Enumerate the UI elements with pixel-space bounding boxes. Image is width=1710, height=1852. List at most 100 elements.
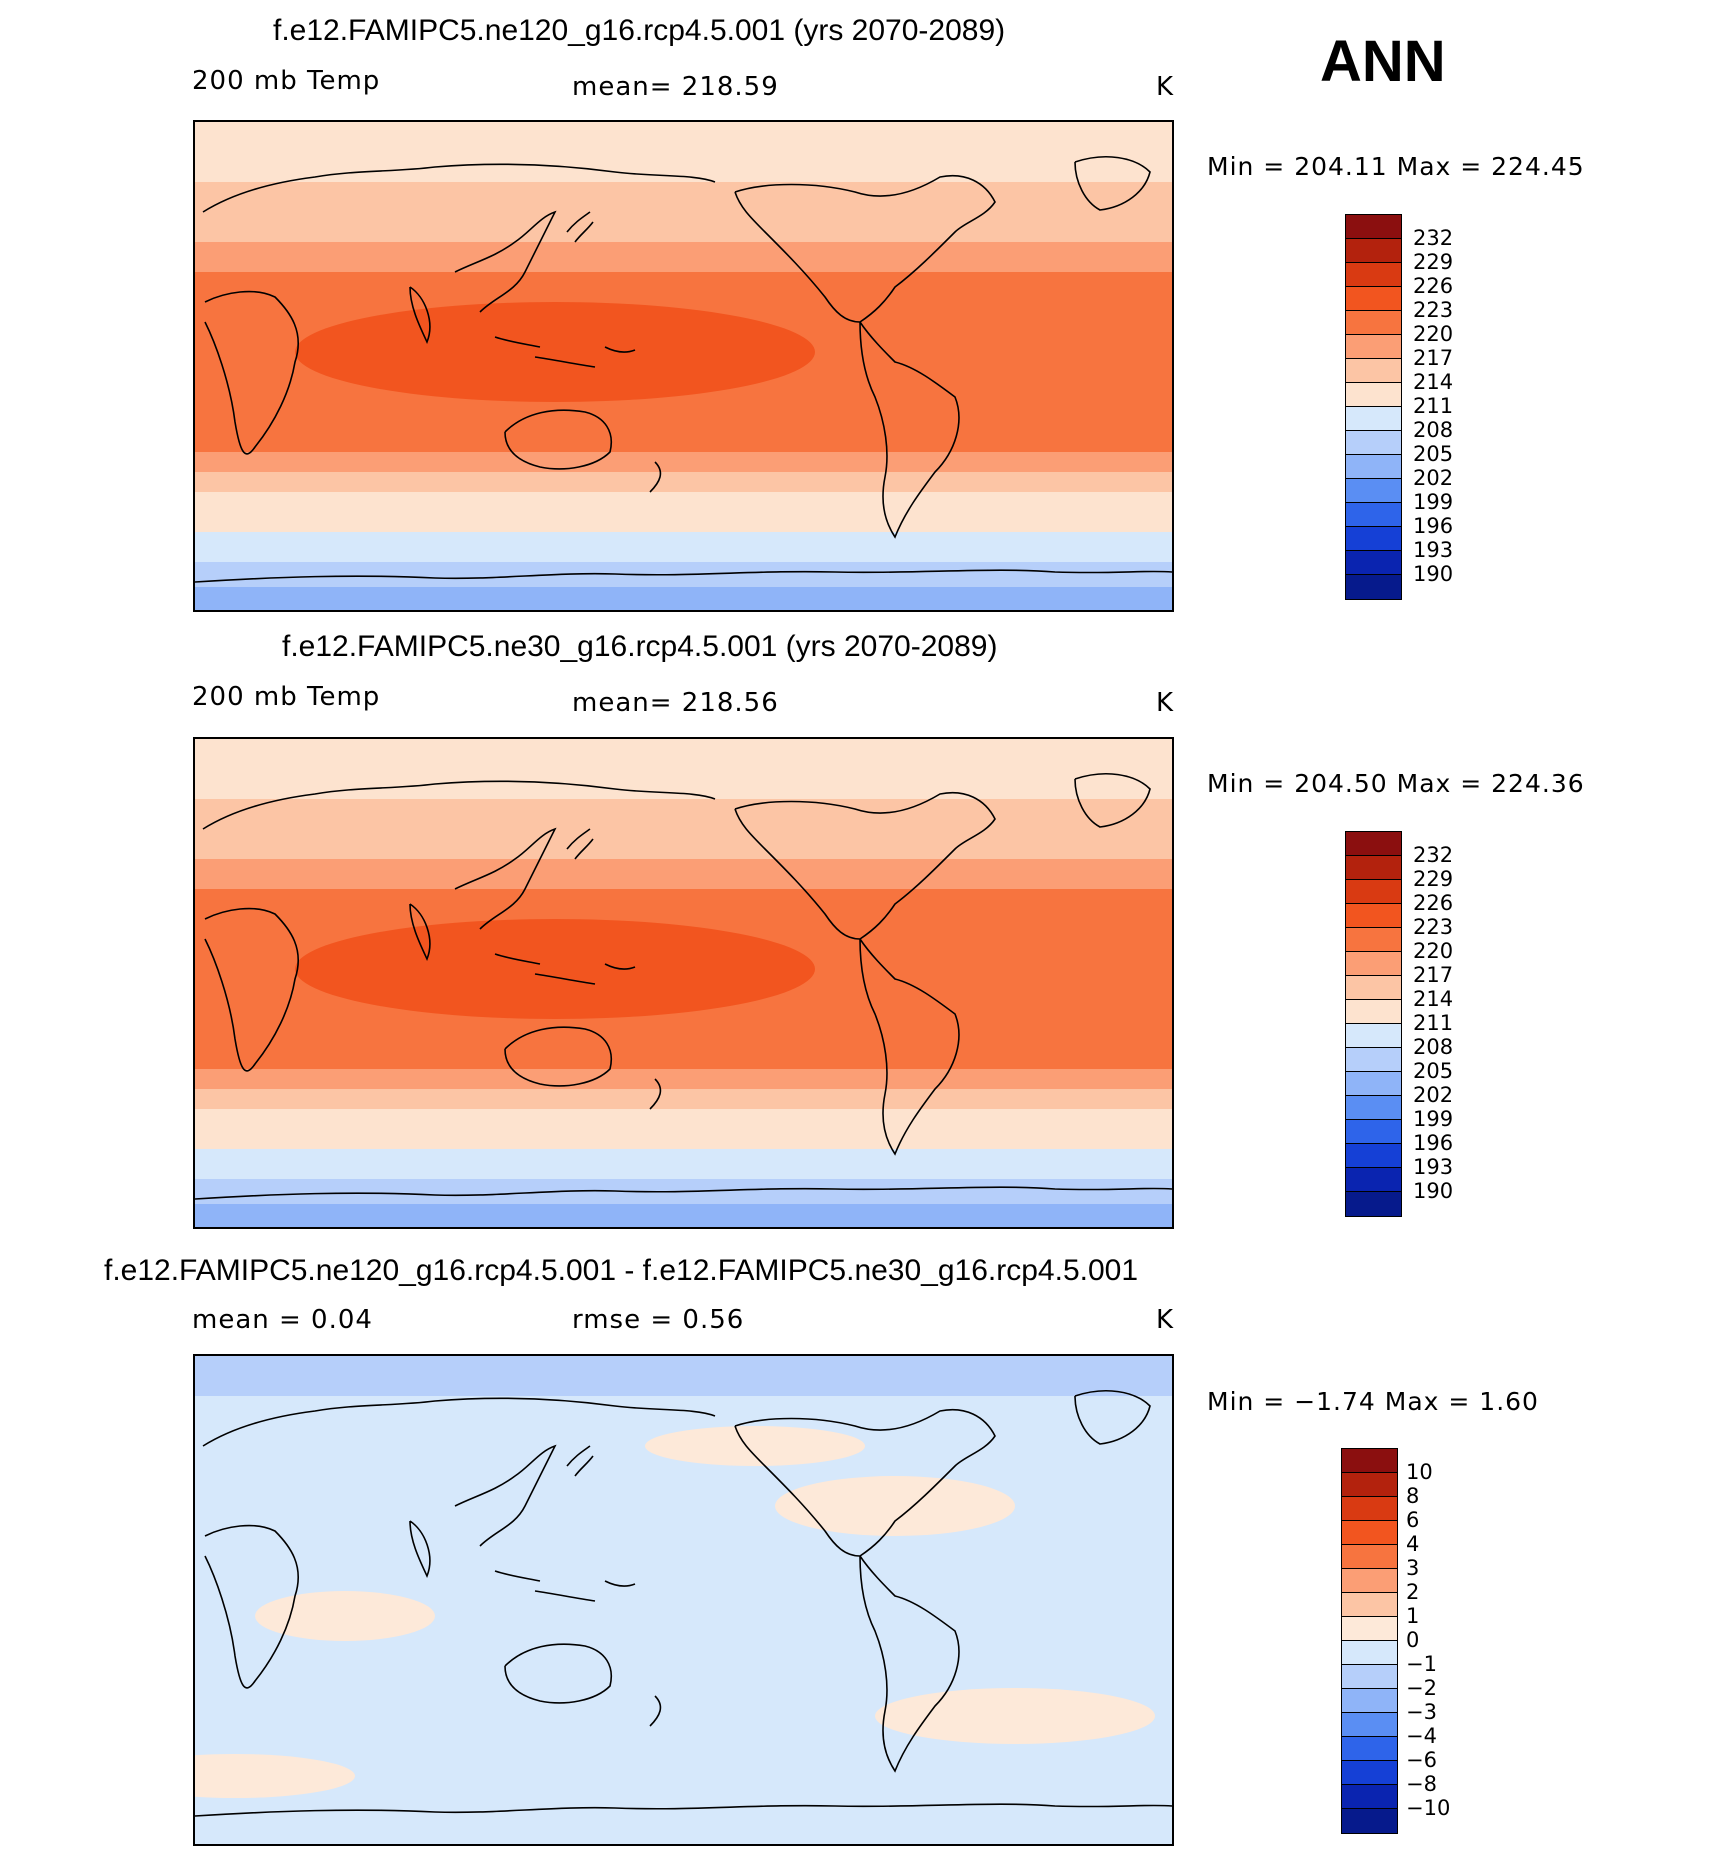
coastline [859,938,960,1156]
coastline [734,792,996,940]
map-field-anomaly [775,1476,1015,1536]
map-field-band [195,472,1172,492]
coastline [202,163,716,213]
colorbar-tick-label: 217 [1413,346,1454,370]
colorbar-tick-label: 199 [1413,490,1454,514]
coastline [859,1555,960,1773]
coastline [504,409,612,470]
colorbar-tick-label: 202 [1413,466,1454,490]
panel-2-title: f.e12.FAMIPC5.ne30_g16.rcp4.5.001 (yrs 2… [282,630,998,663]
colorbar-swatch [1342,1665,1397,1689]
colorbar-swatch [1346,455,1401,479]
coastline [409,1520,431,1579]
colorbar-tick-label: 226 [1413,891,1454,915]
colorbar-swatch [1346,575,1401,599]
colorbar-tick-label: −10 [1406,1796,1451,1820]
colorbar-swatch [1342,1737,1397,1761]
panel-2-variable-label: 200 mb Temp [192,682,381,712]
colorbar-swatch [1342,1545,1397,1569]
colorbar-tick-label: 220 [1413,322,1454,346]
colorbar-swatch [1346,263,1401,287]
panel-1-min-max: Min = 204.11 Max = 224.45 [1207,152,1585,181]
map-field-band [195,182,1172,242]
colorbar-tick-label: −2 [1406,1676,1437,1700]
colorbar-tick-label: 229 [1413,867,1454,891]
colorbar-swatch [1346,952,1401,976]
coastline [734,175,996,323]
colorbar-swatch [1346,479,1401,503]
panel-2-mean-label: mean= 218.56 [572,688,779,718]
coastline [195,569,1172,583]
colorbar-swatch [1346,503,1401,527]
colorbar-swatch [1346,1168,1401,1192]
panel-3-mean-label: mean = 0.04 [192,1305,373,1335]
map-field-core [295,919,815,1019]
coastline [649,1078,662,1110]
colorbar-swatch [1346,383,1401,407]
coastline [195,1186,1172,1200]
map-field-band [195,1069,1172,1089]
coastline [195,1803,1172,1817]
colorbar-swatch [1346,407,1401,431]
map-field-band [195,587,1172,610]
map-field-band [195,242,1172,272]
colorbar-swatch [1346,1096,1401,1120]
colorbar-tick-label: 8 [1406,1484,1420,1508]
colorbar-tick-label: 229 [1413,250,1454,274]
panel-3-min-max: Min = −1.74 Max = 1.60 [1207,1387,1539,1416]
colorbar-tick-label: 190 [1413,562,1454,586]
map-field-band [195,1356,1172,1396]
colorbar-swatch [1346,551,1401,575]
colorbar-swatch [1346,928,1401,952]
colorbar-swatch [1346,239,1401,263]
map-field-band [195,492,1172,532]
panel-2-map [193,737,1174,1229]
colorbar-swatch [1342,1497,1397,1521]
map-canvas [195,739,1172,1227]
colorbar-swatch [1346,1024,1401,1048]
colorbar-swatch [1346,359,1401,383]
panel-2-min-max: Min = 204.50 Max = 224.36 [1207,769,1585,798]
map-field-band [195,1109,1172,1149]
coastline [504,1643,612,1704]
colorbar-swatch [1342,1569,1397,1593]
colorbar-swatch [1346,1120,1401,1144]
map-field-band [195,1089,1172,1109]
coastline [202,780,716,830]
colorbar-tick-label: −1 [1406,1652,1437,1676]
colorbar-tick-label: −8 [1406,1772,1437,1796]
colorbar-swatch [1342,1713,1397,1737]
colorbar-tick-label: 202 [1413,1083,1454,1107]
panel-1-colorbar [1345,214,1402,600]
coastline [494,953,636,985]
coastline [566,1445,594,1477]
coastline [859,321,960,539]
colorbar-tick-label: 193 [1413,1155,1454,1179]
map-field-band [195,799,1172,859]
map-field-anomaly [645,1426,865,1466]
panel-3-units-label: K [1156,1305,1175,1335]
colorbar-swatch [1342,1641,1397,1665]
colorbar-swatch [1346,431,1401,455]
coastline [649,461,662,493]
coastline [454,827,557,930]
colorbar-swatch [1342,1593,1397,1617]
panel-1-title: f.e12.FAMIPC5.ne120_g16.rcp4.5.001 (yrs … [273,14,1006,47]
panel-3-title: f.e12.FAMIPC5.ne120_g16.rcp4.5.001 - f.e… [104,1254,1139,1287]
colorbar-tick-label: 3 [1406,1556,1420,1580]
colorbar-tick-label: 0 [1406,1628,1420,1652]
colorbar-tick-label: −3 [1406,1700,1437,1724]
colorbar-tick-label: 190 [1413,1179,1454,1203]
colorbar-tick-label: 232 [1413,843,1454,867]
map-field-core [295,302,815,402]
colorbar-swatch [1346,1144,1401,1168]
panel-3-rmse-label: rmse = 0.56 [572,1305,745,1335]
coastline [1074,156,1151,211]
colorbar-tick-label: 2 [1406,1580,1420,1604]
colorbar-tick-label: 205 [1413,442,1454,466]
panel-1-map [193,120,1174,612]
panel-1-variable-label: 200 mb Temp [192,66,381,96]
coastline [1074,1390,1151,1445]
colorbar-tick-label: 223 [1413,298,1454,322]
coastline [1074,773,1151,828]
